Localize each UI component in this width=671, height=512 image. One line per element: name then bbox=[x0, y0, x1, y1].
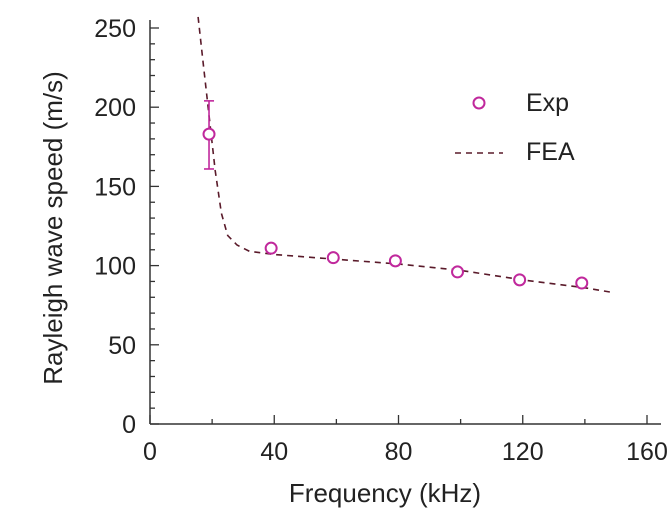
x-tick-label: 40 bbox=[260, 438, 288, 466]
exp-point bbox=[264, 241, 278, 255]
x-axis-title: Frequency (kHz) bbox=[289, 478, 481, 508]
legend-exp-label: Exp bbox=[526, 89, 569, 117]
y-tick-label: 250 bbox=[94, 15, 136, 43]
exp-point bbox=[451, 265, 465, 279]
x-tick-label: 0 bbox=[143, 438, 157, 466]
legend-fea-label: FEA bbox=[526, 138, 575, 166]
tick-labels: 0 40 80 120 160 0 50 100 150 200 250 bbox=[94, 15, 668, 466]
exp-point bbox=[575, 276, 589, 290]
y-tick-label: 100 bbox=[94, 253, 136, 281]
legend: Exp FEA bbox=[455, 89, 575, 166]
axes bbox=[149, 20, 661, 425]
exp-point bbox=[513, 273, 527, 287]
x-tick-label: 160 bbox=[626, 438, 668, 466]
x-tick-label: 80 bbox=[385, 438, 413, 466]
exp-point bbox=[388, 254, 402, 268]
exp-point bbox=[326, 251, 340, 265]
plot-marks bbox=[197, 16, 613, 294]
y-axis-title: Rayleigh wave speed (m/s) bbox=[38, 71, 68, 385]
y-tick-label: 200 bbox=[94, 94, 136, 122]
exp-point bbox=[202, 127, 216, 141]
y-tick-label: 0 bbox=[122, 411, 136, 439]
legend-exp-marker bbox=[472, 96, 486, 110]
y-tick-label: 150 bbox=[94, 173, 136, 201]
y-tick-label: 50 bbox=[108, 332, 136, 360]
x-tick-label: 120 bbox=[502, 438, 544, 466]
